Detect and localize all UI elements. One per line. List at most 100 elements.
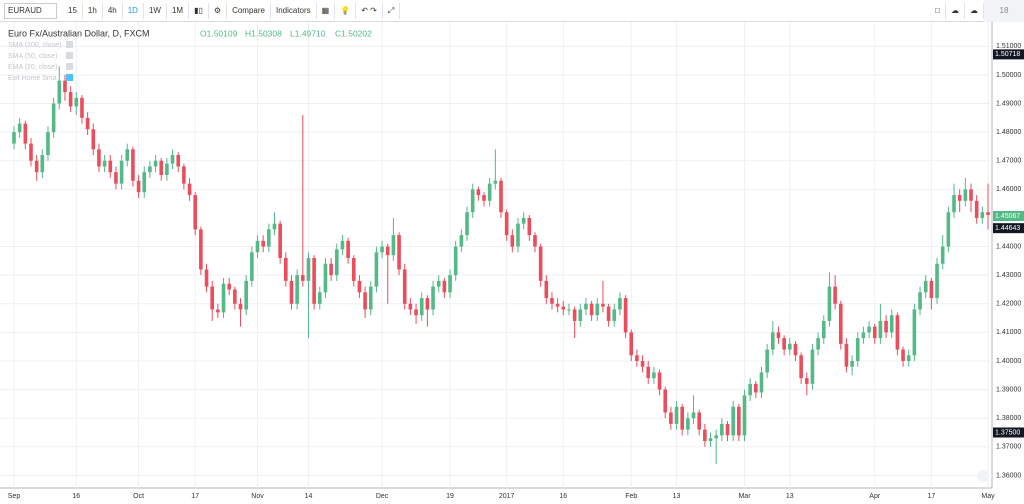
cloud-load[interactable]: ☁: [965, 2, 984, 19]
legend-studies: SMA (200, close) SMA (50, close) EMA (20, …: [8, 41, 73, 82]
alert[interactable]: 💡: [335, 2, 357, 19]
candle-body: [334, 249, 339, 276]
candle-body: [216, 309, 220, 313]
candle-body: [317, 292, 322, 304]
plot-area: [0, 22, 992, 488]
candle-body: [68, 92, 73, 107]
candle-body: [12, 132, 16, 144]
candle-body: [799, 355, 803, 379]
candle-body: [476, 189, 481, 196]
layout[interactable]: □: [930, 2, 946, 19]
candle-body: [861, 332, 866, 339]
candle-body: [669, 412, 673, 424]
interval-button[interactable]: 1M: [167, 2, 190, 19]
bar-style[interactable]: ▮▯: [189, 2, 209, 19]
study-label: Exit Home Sma: [8, 75, 57, 82]
candle-body: [663, 389, 668, 413]
settings[interactable]: ⚙: [209, 2, 228, 19]
candle-body: [906, 355, 911, 361]
price-marker: [993, 211, 1024, 222]
study-eye: [66, 52, 73, 59]
study-eye: [66, 41, 73, 48]
legend-ohlc-value: O1.50109: [200, 28, 238, 38]
candle-body: [691, 412, 696, 419]
candle-body: [720, 423, 724, 436]
candle-body: [470, 189, 475, 213]
candle-body: [810, 349, 815, 384]
candle-body: [901, 349, 905, 361]
candle-body: [148, 166, 152, 173]
symbol-input[interactable]: EURAUD: [4, 2, 57, 19]
candle-body: [153, 160, 158, 167]
candle-body: [974, 200, 979, 218]
candle-body: [493, 180, 498, 184]
compare-button[interactable]: Compare: [227, 2, 271, 19]
study-label: EMA (20, close): [8, 64, 57, 71]
x-tick-label: 2017: [499, 493, 515, 500]
legend-ohlc-value: H1.50308: [245, 28, 282, 38]
candle-body: [538, 246, 543, 281]
candle-body: [425, 298, 430, 310]
interval-button[interactable]: 1W: [144, 2, 167, 19]
undo[interactable]: ↶ ↷: [356, 2, 383, 19]
candle-body: [402, 269, 407, 304]
legend-ohlc-value: L1.49710: [290, 28, 326, 38]
cloud-save[interactable]: ☁: [946, 2, 965, 19]
interval-button[interactable]: 1D: [123, 2, 144, 19]
candle-body: [754, 383, 758, 393]
candle-body: [912, 309, 917, 356]
candle-body: [278, 223, 282, 259]
candle-body: [646, 366, 651, 379]
candle-body: [346, 240, 350, 259]
interval-button[interactable]: 4h: [103, 2, 123, 19]
candle-body: [555, 303, 560, 307]
candle-body: [465, 212, 469, 236]
candle-body: [612, 309, 617, 321]
candle-body: [957, 195, 962, 201]
x-tick-label: Sep: [8, 493, 21, 500]
candle-body: [737, 406, 741, 436]
candle-body: [431, 286, 435, 310]
candle-body: [199, 229, 203, 270]
candle-body: [731, 406, 735, 436]
candle-body: [872, 326, 877, 339]
interval-button[interactable]: 1h: [83, 2, 103, 19]
interval-button[interactable]: 15: [63, 2, 83, 19]
y-tick-label: 1.40000: [996, 358, 1021, 365]
candle-body: [442, 280, 447, 293]
legend-ohlc: O1.50109 H1.50308 L1.49710 C1.50202: [200, 28, 372, 38]
candle-body: [46, 132, 50, 156]
candle-body: [187, 183, 192, 196]
candle-body: [91, 129, 96, 150]
x-tick-label: Oct: [133, 493, 144, 500]
candle-body: [584, 303, 588, 310]
candle-body: [833, 286, 837, 304]
candle-body: [136, 180, 141, 193]
candle-body: [210, 286, 214, 310]
x-tick-label: May: [981, 493, 995, 500]
x-tick-label: 17: [191, 493, 199, 500]
legend-ohlc-value: C1.50202: [335, 28, 372, 38]
candle-body: [436, 280, 441, 287]
candle-body: [748, 383, 752, 396]
user-button[interactable]: 18: [984, 0, 1024, 22]
candle-body: [323, 263, 328, 293]
candle-body: [804, 378, 809, 384]
scroll-right[interactable]: [977, 470, 989, 482]
candle-body: [340, 240, 345, 250]
indicators-button[interactable]: Indicators: [271, 2, 317, 19]
candle-body: [23, 123, 28, 144]
templates[interactable]: ▦: [317, 2, 336, 19]
candle-body: [102, 160, 107, 167]
price-marker-label: 1.45067: [995, 213, 1020, 220]
candle-body: [510, 235, 515, 247]
interval-group: 15 1h 4h 1D 1W 1M: [63, 2, 190, 19]
fullscreen[interactable]: ⤢: [383, 2, 401, 19]
candle-body: [940, 246, 945, 264]
price-marker: [993, 49, 1024, 60]
y-tick-label: 1.43000: [996, 272, 1021, 279]
candle-body: [165, 163, 169, 176]
candle-body: [986, 212, 990, 216]
candle-body: [697, 412, 701, 430]
